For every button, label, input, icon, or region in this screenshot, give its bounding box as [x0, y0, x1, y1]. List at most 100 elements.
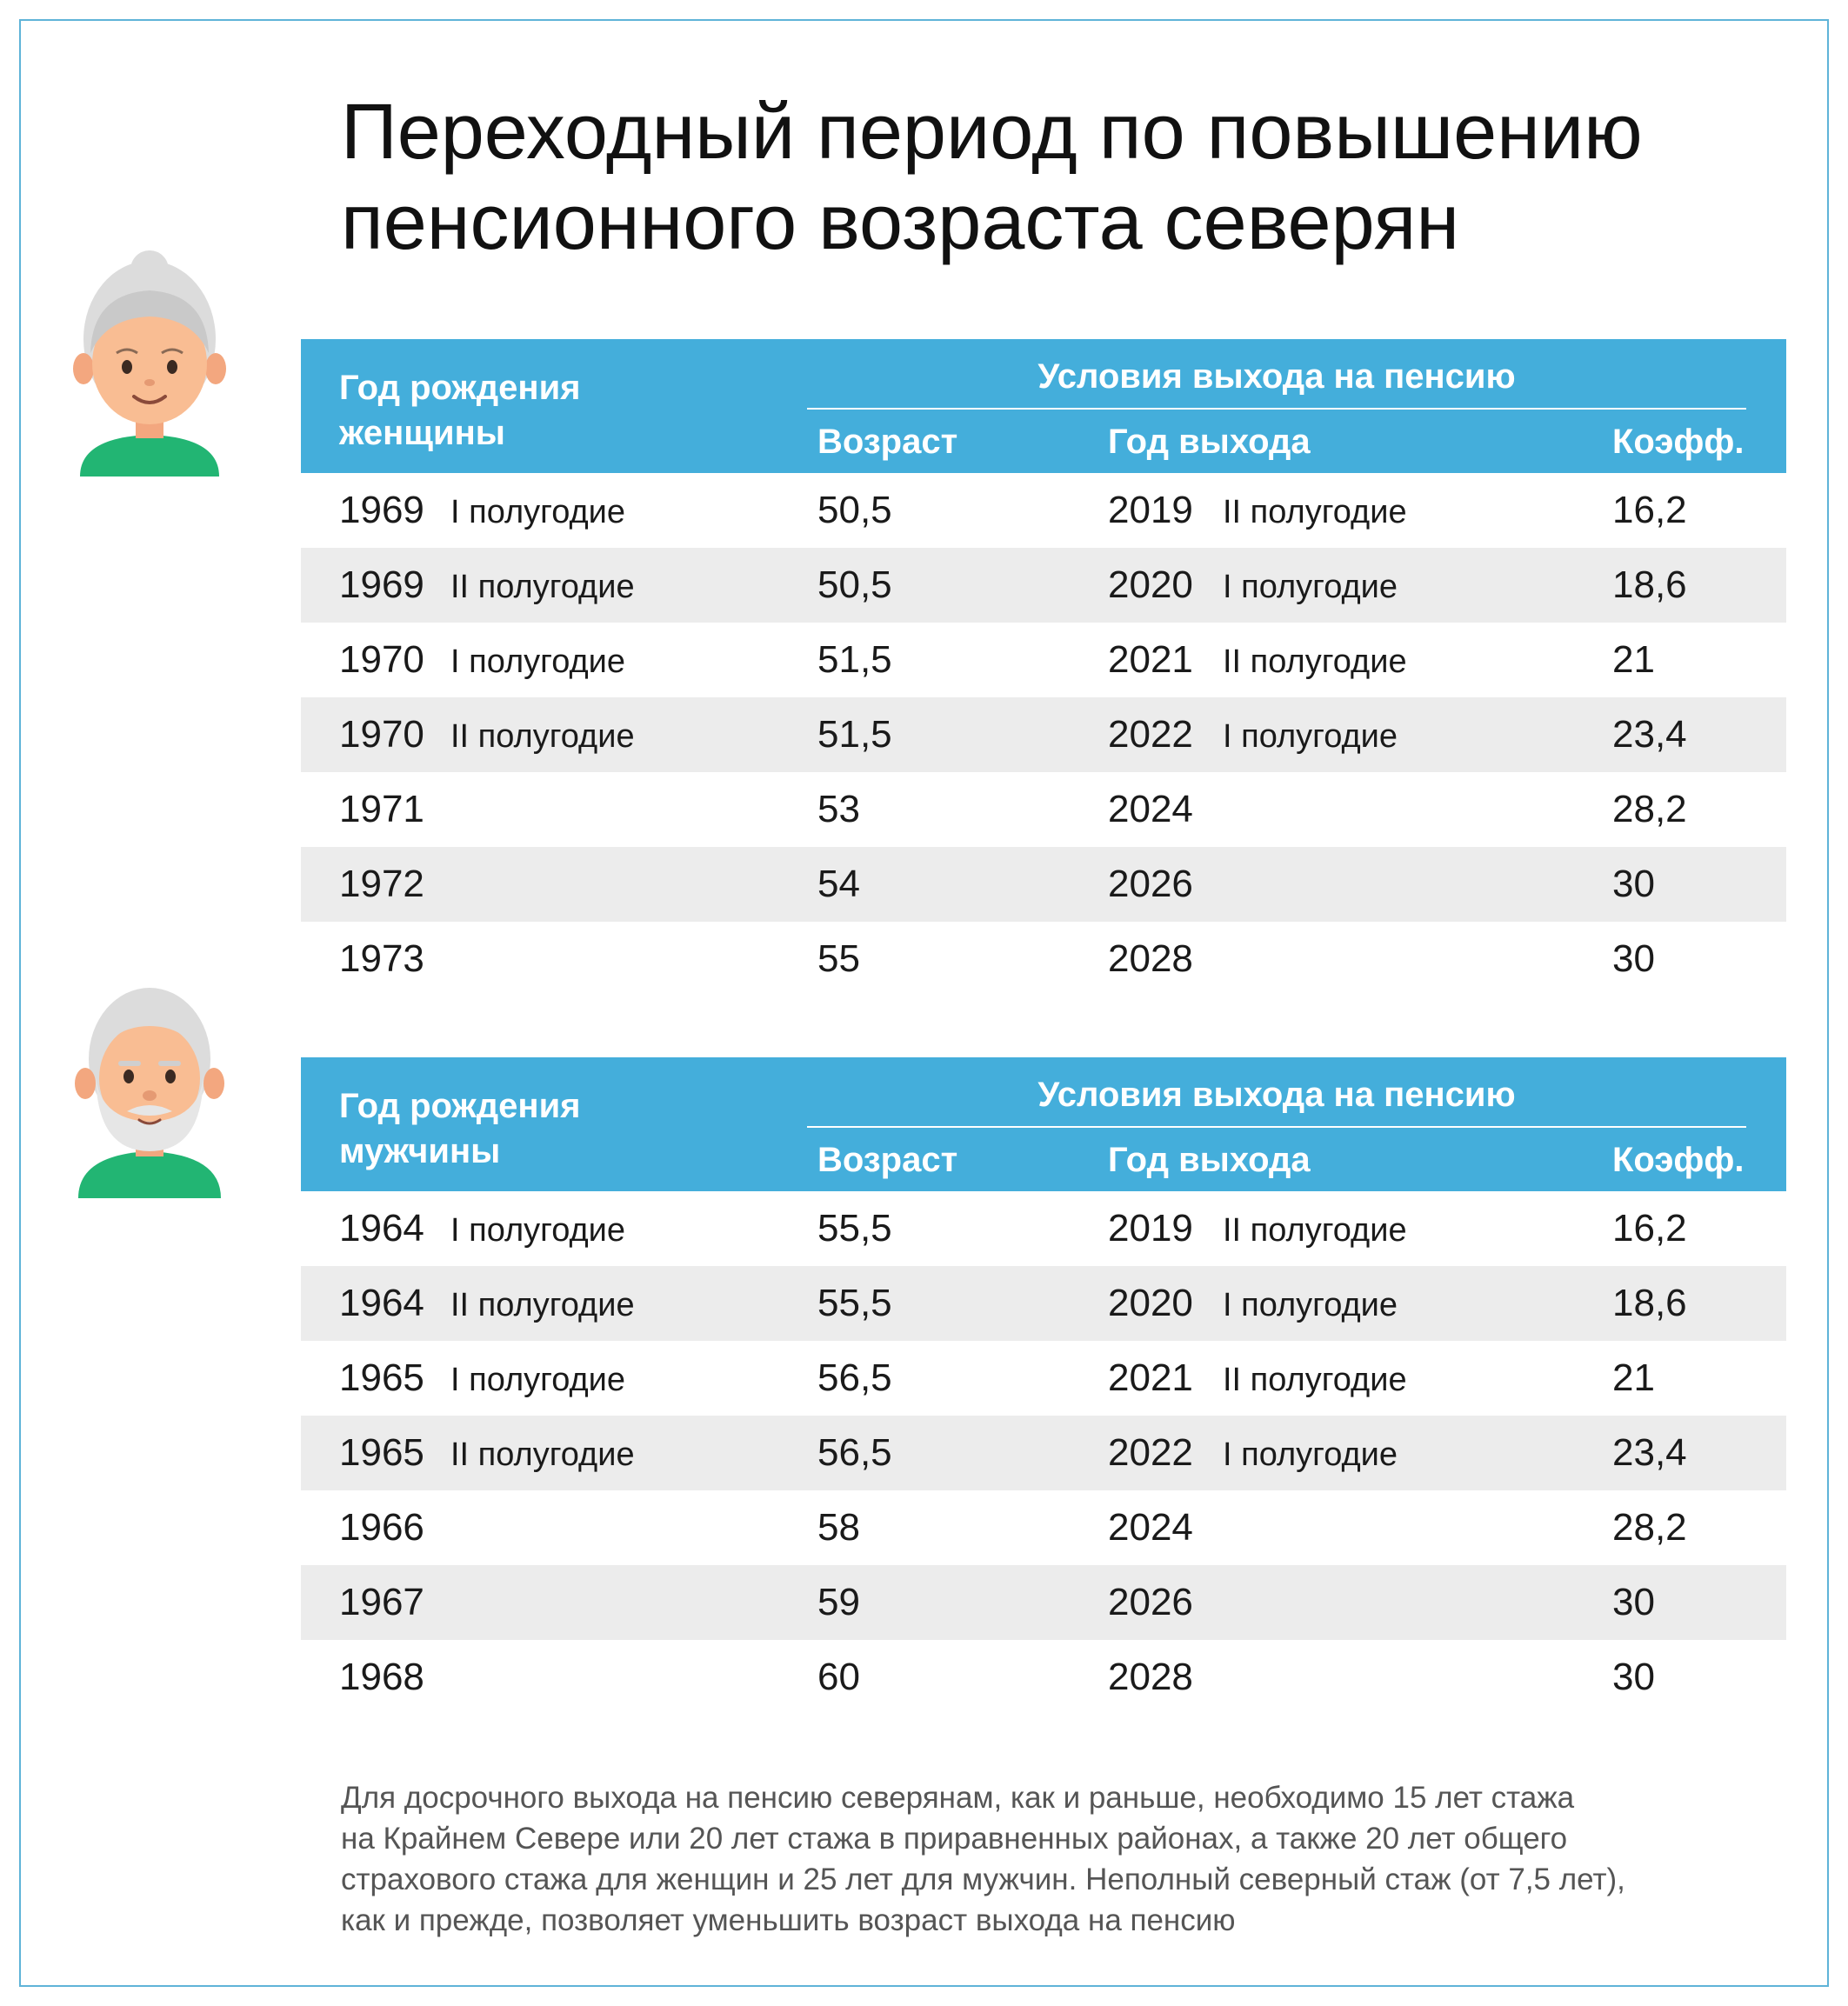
retirement-year: 2020 [1108, 563, 1193, 606]
retirement-year: 2021 [1108, 638, 1193, 681]
coefficient: 30 [1612, 863, 1655, 905]
coefficient: 16,2 [1612, 489, 1687, 531]
birth-year: 1972 [339, 863, 424, 905]
table-row: 1970 II полугодие 51,5 2022 I полугодие … [301, 697, 1786, 772]
header-divider [807, 408, 1746, 410]
retirement-age: 50,5 [817, 563, 892, 606]
birth-year: 1967 [339, 1581, 424, 1623]
retirement-half: I полугодие [1223, 1436, 1398, 1473]
retirement-year: 2021 [1108, 1356, 1193, 1399]
conditions-header: Условия выхода на пенсию [1037, 357, 1516, 396]
retirement-half: II полугодие [1223, 494, 1407, 530]
retirement-age: 56,5 [817, 1356, 892, 1399]
retirement-year: 2022 [1108, 713, 1193, 756]
retirement-year: 2028 [1108, 1656, 1193, 1698]
coefficient: 30 [1612, 937, 1655, 980]
retirement-year: 2024 [1108, 788, 1193, 830]
birth-header-line-2: мужчины [339, 1132, 501, 1170]
retirement-half: II полугодие [1223, 1212, 1407, 1249]
retirement-age: 60 [817, 1656, 860, 1698]
birth-year: 1965 [339, 1356, 424, 1399]
coefficient: 23,4 [1612, 713, 1687, 756]
retirement-age: 51,5 [817, 713, 892, 756]
table-row: 1969 II полугодие 50,5 2020 I полугодие … [301, 548, 1786, 623]
birth-header-line-1: Год рождения [339, 1087, 581, 1125]
age-column-header: Возраст [817, 423, 958, 461]
footnote: Для досрочного выхода на пенсию северяна… [341, 1777, 1776, 1941]
retirement-age: 53 [817, 788, 860, 830]
footnote-line-3: страхового стажа для женщин и 25 лет для… [341, 1863, 1625, 1896]
table-row: 1967 59 2026 30 [301, 1565, 1786, 1640]
year-column-header: Год выхода [1108, 423, 1311, 461]
birth-year: 1966 [339, 1506, 424, 1549]
retirement-half: I полугодие [1223, 1287, 1398, 1323]
retirement-half: II полугодие [1223, 1362, 1407, 1398]
coefficient: 18,6 [1612, 563, 1687, 606]
birth-half: II полугодие [450, 718, 635, 755]
birth-year: 1965 [339, 1431, 424, 1474]
birth-header-line-1: Год рождения [339, 369, 581, 407]
page-frame [19, 19, 1829, 1987]
women-table-header: Год рождения женщины Условия выхода на п… [301, 339, 1786, 473]
retirement-age: 55 [817, 937, 860, 980]
coefficient: 21 [1612, 1356, 1655, 1399]
birth-year: 1973 [339, 937, 424, 980]
coefficient: 30 [1612, 1581, 1655, 1623]
title-line-1: Переходный период по повышению [341, 89, 1643, 176]
header-divider [807, 1126, 1746, 1128]
retirement-year: 2022 [1108, 1431, 1193, 1474]
birth-year: 1971 [339, 788, 424, 830]
table-row: 1964 I полугодие 55,5 2019 II полугодие … [301, 1191, 1786, 1266]
coefficient: 23,4 [1612, 1431, 1687, 1474]
coefficient: 18,6 [1612, 1282, 1687, 1324]
age-column-header: Возраст [817, 1141, 958, 1179]
table-row: 1973 55 2028 30 [301, 922, 1786, 996]
conditions-header: Условия выхода на пенсию [1037, 1076, 1516, 1114]
table-row: 1965 II полугодие 56,5 2022 I полугодие … [301, 1416, 1786, 1490]
birth-header-line-2: женщины [339, 414, 505, 452]
retirement-half: II полугодие [1223, 643, 1407, 680]
table-row: 1971 53 2024 28,2 [301, 772, 1786, 847]
birth-year: 1970 [339, 713, 424, 756]
coefficient: 21 [1612, 638, 1655, 681]
birth-year: 1970 [339, 638, 424, 681]
year-column-header: Год выхода [1108, 1141, 1311, 1179]
retirement-year: 2028 [1108, 937, 1193, 980]
retirement-age: 55,5 [817, 1282, 892, 1324]
birth-half: II полугодие [450, 1436, 635, 1473]
retirement-age: 51,5 [817, 638, 892, 681]
retirement-year: 2026 [1108, 863, 1193, 905]
footnote-line-2: на Крайнем Севере или 20 лет стажа в при… [341, 1822, 1568, 1856]
birth-year: 1964 [339, 1207, 424, 1250]
birth-year-header: Год рождения женщины [339, 365, 687, 456]
retirement-age: 59 [817, 1581, 860, 1623]
table-row: 1969 I полугодие 50,5 2019 II полугодие … [301, 473, 1786, 548]
table-row: 1965 I полугодие 56,5 2021 II полугодие … [301, 1341, 1786, 1416]
women-table: Год рождения женщины Условия выхода на п… [301, 339, 1786, 996]
retirement-age: 55,5 [817, 1207, 892, 1250]
retirement-year: 2024 [1108, 1506, 1193, 1549]
table-row: 1968 60 2028 30 [301, 1640, 1786, 1715]
retirement-half: I полугодие [1223, 569, 1398, 605]
retirement-year: 2019 [1108, 489, 1193, 531]
coef-column-header: Коэфф. [1612, 1141, 1745, 1179]
retirement-half: I полугодие [1223, 718, 1398, 755]
birth-half: I полугодие [450, 1212, 626, 1249]
birth-year: 1964 [339, 1282, 424, 1324]
table-row: 1966 58 2024 28,2 [301, 1490, 1786, 1565]
birth-half: I полугодие [450, 643, 626, 680]
birth-half: II полугодие [450, 1287, 635, 1323]
footnote-line-4: как и прежде, позволяет уменьшить возрас… [341, 1903, 1236, 1937]
title-line-2: пенсионного возраста северян [341, 179, 1460, 266]
men-table: Год рождения мужчины Условия выхода на п… [301, 1057, 1786, 1715]
birth-year: 1968 [339, 1656, 424, 1698]
birth-year: 1969 [339, 489, 424, 531]
retirement-age: 56,5 [817, 1431, 892, 1474]
coefficient: 16,2 [1612, 1207, 1687, 1250]
birth-year-header: Год рождения мужчины [339, 1083, 687, 1174]
retirement-age: 58 [817, 1506, 860, 1549]
table-row: 1972 54 2026 30 [301, 847, 1786, 922]
page-title: Переходный период по повышению пенсионно… [341, 87, 1802, 268]
table-row: 1970 I полугодие 51,5 2021 II полугодие … [301, 623, 1786, 697]
birth-year: 1969 [339, 563, 424, 606]
